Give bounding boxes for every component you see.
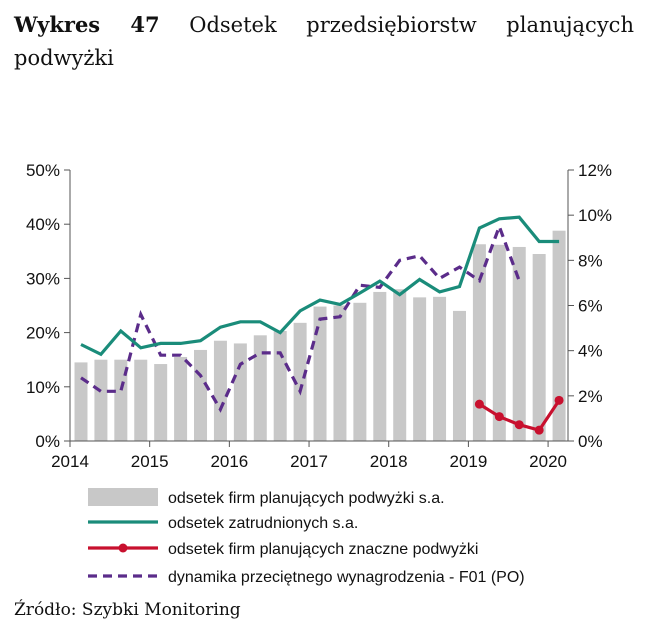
- bar: [512, 246, 526, 441]
- y-left-tick-label: 30%: [26, 269, 60, 288]
- x-tick-label: 2019: [449, 452, 487, 471]
- x-tick-label: 2014: [51, 452, 89, 471]
- legend-label: odsetek zatrudnionych s.a.: [168, 515, 358, 532]
- bar: [114, 359, 128, 441]
- x-tick-label: 2015: [131, 452, 169, 471]
- legend-label: dynamika przeciętnego wynagrodzenia - F0…: [168, 569, 525, 586]
- bar: [333, 305, 347, 441]
- bar: [452, 310, 466, 441]
- bar: [413, 297, 427, 441]
- bar: [532, 254, 546, 441]
- chart-title-text: Odsetek przedsiębiorstw planujących podw…: [14, 13, 634, 70]
- x-tick-label: 2020: [529, 452, 567, 471]
- znaczne-point: [534, 425, 544, 435]
- bar: [74, 362, 88, 441]
- y-right-tick-label: 10%: [578, 206, 612, 225]
- bar: [313, 306, 327, 441]
- y-left-tick-label: 20%: [26, 324, 60, 343]
- y-left-tick-label: 40%: [26, 215, 60, 234]
- y-right-tick-label: 0%: [578, 432, 603, 451]
- bar: [293, 322, 307, 441]
- bar: [433, 296, 447, 441]
- y-left-tick-label: 10%: [26, 378, 60, 397]
- bar: [492, 244, 506, 441]
- bar: [174, 356, 188, 441]
- bar: [393, 289, 407, 441]
- bar: [94, 359, 108, 441]
- znaczne-point: [474, 399, 484, 409]
- y-left-tick-label: 50%: [26, 161, 60, 180]
- y-right-tick-label: 4%: [578, 342, 603, 361]
- axes: 0% 10% 20% 30% 40% 50% 0% 2% 4% 6% 8% 10% 12% 2014 201…: [26, 161, 612, 471]
- bar: [273, 330, 287, 441]
- bar: [373, 291, 387, 441]
- bar: [253, 335, 267, 441]
- zatrudnionych-line: [80, 215, 560, 357]
- bar: [213, 340, 227, 441]
- legend-swatch-znaczne-marker: [118, 543, 128, 553]
- bar: [353, 302, 367, 441]
- znaczne-point: [494, 412, 504, 422]
- legend-label: odsetek firm planujących znaczne podwyżk…: [168, 541, 478, 558]
- chart-number: Wykres 47: [14, 12, 160, 37]
- y-right-tick-label: 6%: [578, 297, 603, 316]
- bar: [472, 244, 486, 441]
- bar-series: [74, 230, 566, 441]
- x-tick-label: 2017: [290, 452, 328, 471]
- line-series: [80, 215, 564, 435]
- bar: [552, 230, 566, 441]
- x-tick-label: 2016: [210, 452, 248, 471]
- legend: odsetek firm planujących podwyżki s.a. od…: [88, 488, 525, 586]
- x-tick-label: 2018: [370, 452, 408, 471]
- legend-swatch-bars: [88, 488, 158, 506]
- bar: [233, 343, 247, 441]
- znaczne-point: [514, 420, 524, 430]
- bar: [134, 359, 148, 441]
- y-right-tick-label: 2%: [578, 387, 603, 406]
- y-right-tick-label: 8%: [578, 251, 603, 270]
- legend-label: odsetek firm planujących podwyżki s.a.: [168, 490, 445, 507]
- dynamika-line: [80, 221, 521, 413]
- y-right-tick-label: 12%: [578, 161, 612, 180]
- znaczne-point: [554, 395, 564, 405]
- chart-title: Wykres 47 Odsetek przedsiębiorstw planuj…: [14, 8, 634, 75]
- bar: [194, 349, 208, 441]
- source-note: Źródło: Szybki Monitoring: [14, 600, 241, 620]
- bar: [154, 364, 168, 441]
- y-left-tick-label: 0%: [35, 432, 60, 451]
